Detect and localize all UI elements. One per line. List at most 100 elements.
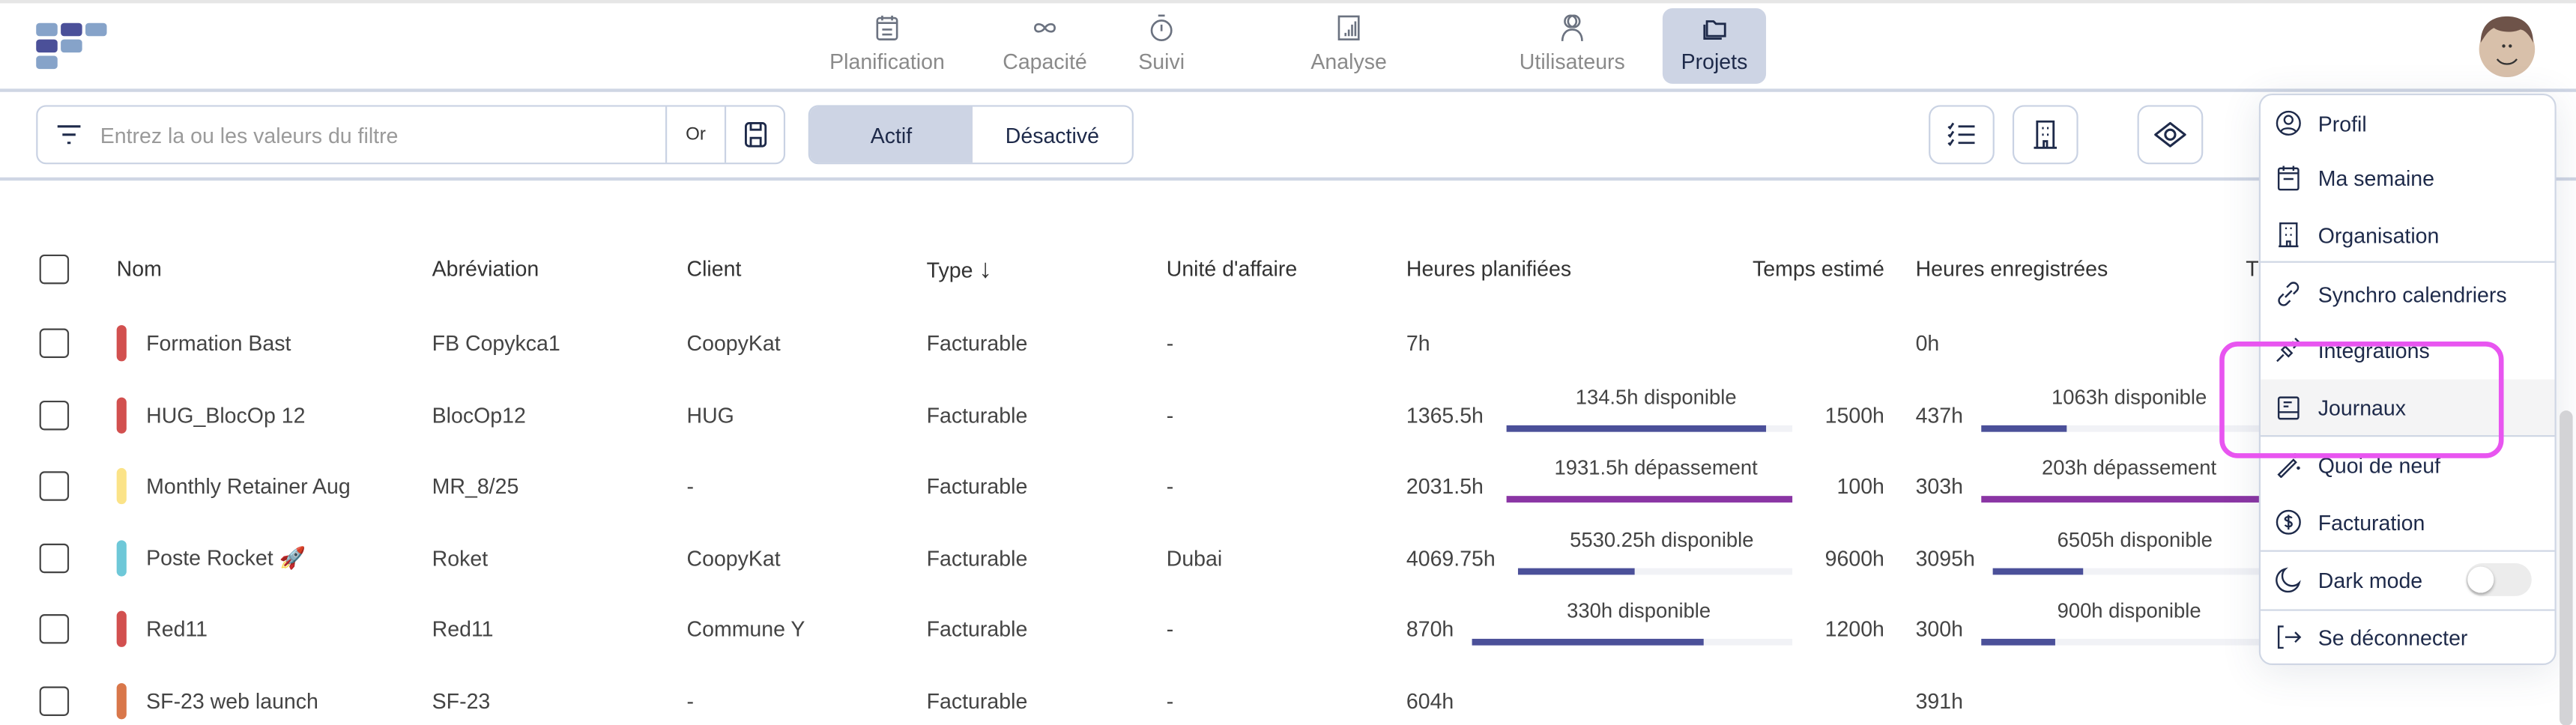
recorded-hours-progress-label: 1063h disponible: [2051, 386, 2207, 409]
recorded-hours-cell: 391h: [1916, 665, 2277, 725]
desactive-tab[interactable]: Désactivé: [1005, 122, 1099, 148]
visibility-button[interactable]: [2137, 105, 2204, 165]
column-header-heures-planifiees[interactable]: Heures planifiées: [1406, 256, 1572, 281]
checklist-button[interactable]: [1929, 105, 1995, 165]
highlight-annotation: [2219, 342, 2504, 458]
project-client: HUG: [686, 403, 734, 428]
column-header-truncated[interactable]: T: [2246, 256, 2259, 281]
column-header-unite[interactable]: Unité d'affaire: [1166, 256, 1298, 281]
nav-capacite[interactable]: Capacité: [991, 8, 1099, 84]
planned-hours-value: 4069.75h: [1406, 546, 1496, 571]
table-row[interactable]: Formation Bast FB Copykca1 CoopyKat Fact…: [0, 307, 2576, 379]
planned-hours-progress-label: 330h disponible: [1567, 599, 1711, 622]
planned-hours-cell: 1365.5h 134.5h disponible 1500h: [1406, 379, 1884, 451]
project-type: Facturable: [926, 616, 1028, 642]
project-client: Commune Y: [686, 616, 805, 642]
users-icon: [1561, 14, 1583, 41]
column-header-client[interactable]: Client: [686, 256, 742, 281]
project-type: Facturable: [926, 688, 1028, 714]
menu-item-facturation[interactable]: Facturation: [2261, 494, 2554, 550]
menu-item-profil[interactable]: Profil: [2261, 95, 2554, 151]
column-header-heures-enregistrees[interactable]: Heures enregistrées: [1915, 256, 2108, 281]
menu-label: Ma semaine: [2318, 165, 2435, 190]
nav-label: Utilisateurs: [1519, 49, 1625, 74]
menu-item-synchro-calendriers[interactable]: Synchro calendriers: [2261, 266, 2554, 322]
project-business-unit: -: [1166, 616, 1174, 642]
app-logo[interactable]: [36, 22, 115, 73]
column-header-temps-estime[interactable]: Temps estimé: [1753, 256, 1884, 281]
nav-analyse[interactable]: Analyse: [1291, 8, 1406, 84]
project-name[interactable]: Formation Bast: [146, 330, 291, 356]
planned-hours-progress-track: [1506, 425, 1793, 432]
project-type: Facturable: [926, 403, 1028, 428]
project-abbreviation: Red11: [432, 616, 494, 642]
filter-icon[interactable]: [37, 123, 100, 146]
project-name[interactable]: Red11: [146, 616, 208, 642]
filter-input[interactable]: Entrez la ou les valeurs du filtre: [100, 122, 399, 148]
recorded-hours-value: 437h: [1915, 403, 1963, 428]
column-header-abreviation[interactable]: Abréviation: [432, 256, 539, 281]
project-color-bar: [116, 540, 127, 577]
bar-chart-icon: [1337, 15, 1360, 40]
recorded-hours-progress-fill: [1981, 496, 2277, 503]
menu-item-organisation[interactable]: Organisation: [2261, 207, 2554, 263]
project-business-unit: -: [1166, 330, 1174, 356]
column-header-nom[interactable]: Nom: [116, 256, 162, 281]
row-checkbox[interactable]: [39, 686, 70, 716]
menu-item-se-deconnecter[interactable]: Se déconnecter: [2261, 609, 2554, 663]
scrollbar[interactable]: [2560, 410, 2573, 725]
menu-item-dark-mode[interactable]: Dark mode: [2261, 552, 2554, 608]
recorded-hours-progress-label: 203h dépassement: [2042, 456, 2217, 480]
menu-divider: [2261, 550, 2555, 552]
nav-planification[interactable]: Planification: [813, 8, 961, 84]
table-row[interactable]: Monthly Retainer Aug MR_8/25 - Facturabl…: [0, 450, 2576, 522]
row-checkbox[interactable]: [39, 400, 70, 431]
project-name[interactable]: SF-23 web launch: [146, 688, 318, 714]
nav-projets[interactable]: Projets: [1662, 7, 1767, 84]
planned-hours-progress-label: 5530.25h disponible: [1570, 529, 1754, 552]
project-name[interactable]: Poste Rocket 🚀: [146, 544, 306, 570]
recorded-hours-cell: 303h 203h dépassement: [1916, 450, 2277, 522]
menu-divider: [2261, 435, 2555, 437]
table-row[interactable]: SF-23 web launch SF-23 - Facturable - 60…: [0, 665, 2576, 725]
table-row[interactable]: Poste Rocket 🚀 Roket CoopyKat Facturable…: [0, 522, 2576, 594]
table-row[interactable]: HUG_BlocOp 12 BlocOp12 HUG Facturable - …: [0, 379, 2576, 451]
recorded-hours-cell: 3095h 6505h disponible: [1916, 522, 2277, 594]
folder-icon: [1702, 20, 1726, 40]
row-checkbox[interactable]: [39, 471, 70, 501]
row-checkbox[interactable]: [39, 614, 70, 644]
table-row[interactable]: Red11 Red11 Commune Y Facturable - 870h …: [0, 593, 2576, 665]
column-header-type[interactable]: Type ↓: [927, 256, 992, 285]
link-icon: [2278, 282, 2300, 306]
recorded-hours-progress-fill: [1992, 568, 2084, 575]
planned-hours-progress-label: 1931.5h dépassement: [1554, 456, 1758, 480]
row-checkbox[interactable]: [39, 543, 70, 574]
user-menu: Profil Ma semaine Organisation Synchro c…: [2258, 93, 2557, 666]
menu-item-journaux[interactable]: Journaux: [2261, 379, 2555, 436]
user-avatar[interactable]: [2476, 13, 2538, 79]
journal-icon: [2277, 396, 2300, 420]
dollar-circle-icon: [2276, 509, 2301, 535]
row-checkbox[interactable]: [39, 328, 70, 358]
recorded-hours-progress-label: 6505h disponible: [2057, 529, 2213, 552]
select-all-checkbox[interactable]: [39, 254, 70, 285]
estimated-time: 9600h: [1824, 546, 1884, 571]
project-color-bar: [116, 397, 127, 434]
nav-suivi[interactable]: Suivi: [1124, 8, 1200, 84]
project-business-unit: Dubai: [1166, 546, 1223, 571]
dark-mode-toggle[interactable]: [2466, 563, 2532, 596]
save-filter-button[interactable]: [724, 106, 784, 163]
menu-item-ma-semaine[interactable]: Ma semaine: [2261, 150, 2554, 206]
filter-operator-button[interactable]: Or: [665, 106, 725, 163]
organisation-button[interactable]: [2012, 105, 2078, 165]
nav-utilisateurs[interactable]: Utilisateurs: [1503, 8, 1641, 84]
project-abbreviation: Roket: [432, 546, 489, 571]
planned-hours-progress-track: [1506, 496, 1793, 503]
project-name[interactable]: HUG_BlocOp 12: [146, 403, 306, 428]
project-name[interactable]: Monthly Retainer Aug: [146, 473, 351, 499]
planned-hours-cell: 7h: [1406, 307, 1884, 379]
logout-icon: [2277, 625, 2302, 649]
menu-label: Se déconnecter: [2318, 625, 2468, 650]
planned-hours-value: 2031.5h: [1406, 473, 1484, 499]
actif-tab[interactable]: Actif: [809, 106, 973, 163]
